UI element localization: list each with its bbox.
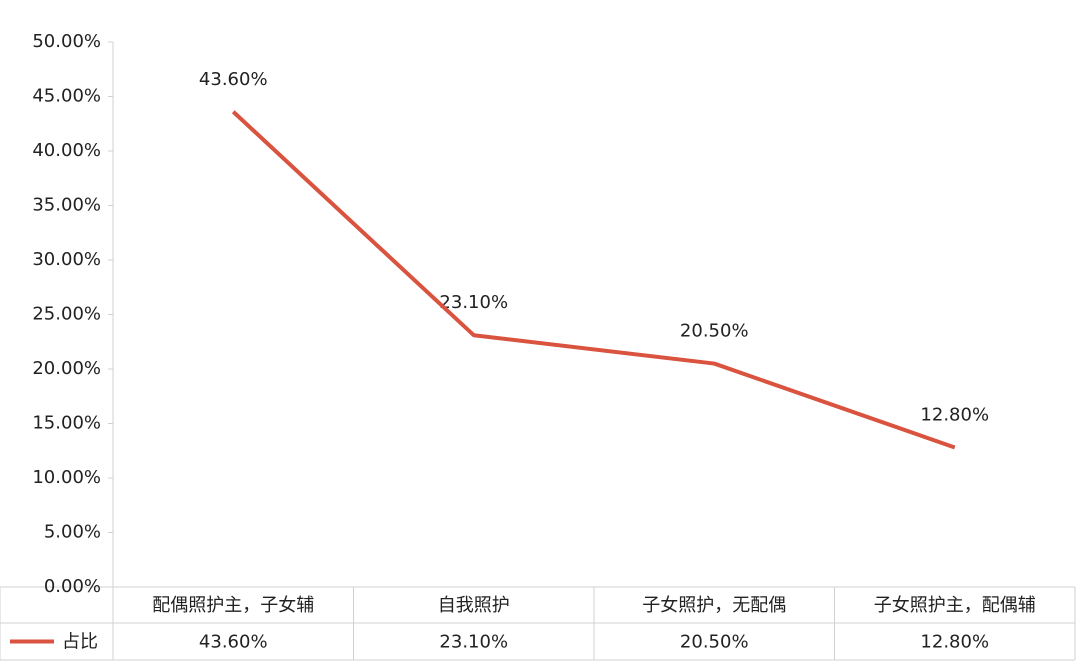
y-tick-label: 10.00%: [32, 467, 101, 488]
y-tick-label: 15.00%: [32, 413, 101, 434]
y-tick-label: 45.00%: [32, 86, 101, 107]
category-label: 子女照护，无配偶: [642, 595, 786, 616]
table-value: 23.10%: [439, 632, 508, 653]
y-tick-label: 40.00%: [32, 140, 101, 161]
category-label: 配偶照护主，子女辅: [152, 595, 314, 616]
y-tick-label: 50.00%: [32, 31, 101, 52]
y-tick-label: 20.00%: [32, 358, 101, 379]
y-tick-label: 30.00%: [32, 249, 101, 270]
y-tick-label: 5.00%: [44, 522, 101, 543]
category-label: 自我照护: [438, 595, 510, 616]
line: [231, 110, 956, 450]
legend-label: 占比: [62, 632, 98, 653]
category-label: 子女照护主，配偶辅: [874, 595, 1036, 616]
y-tick-label: 0.00%: [44, 576, 101, 597]
table-value: 12.80%: [920, 632, 989, 653]
y-tick-label: 25.00%: [32, 304, 101, 325]
y-tick-label: 35.00%: [32, 195, 101, 216]
data-label: 12.80%: [920, 404, 989, 425]
data-label: 20.50%: [680, 321, 749, 342]
table-value: 20.50%: [680, 632, 749, 653]
data-label: 23.10%: [439, 292, 508, 313]
table-value: 43.60%: [199, 632, 268, 653]
data-label: 43.60%: [199, 69, 268, 90]
